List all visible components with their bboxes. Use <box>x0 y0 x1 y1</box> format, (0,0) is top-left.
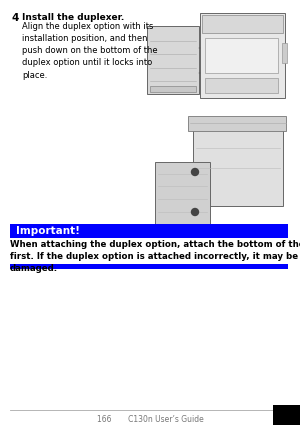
Bar <box>193 128 283 206</box>
Text: 4: 4 <box>12 13 20 23</box>
Bar <box>205 38 278 73</box>
Text: When attaching the duplex option, attach the bottom of the option
first. If the : When attaching the duplex option, attach… <box>10 240 300 272</box>
Circle shape <box>191 209 199 215</box>
Bar <box>10 264 288 269</box>
Text: Install the duplexer.: Install the duplexer. <box>22 13 124 22</box>
Text: 166       C130n User’s Guide: 166 C130n User’s Guide <box>97 415 203 424</box>
Bar <box>150 86 196 92</box>
Bar <box>10 224 288 238</box>
Text: Align the duplex option with its
installation position, and then
push down on th: Align the duplex option with its install… <box>22 22 158 79</box>
Bar <box>200 13 285 98</box>
Text: Important!: Important! <box>16 226 80 236</box>
Bar <box>273 405 300 425</box>
Bar <box>188 116 286 131</box>
Bar <box>147 26 199 94</box>
Bar <box>205 78 278 93</box>
Bar <box>155 162 210 224</box>
Circle shape <box>191 168 199 176</box>
Bar <box>282 43 287 63</box>
Bar <box>202 15 283 33</box>
